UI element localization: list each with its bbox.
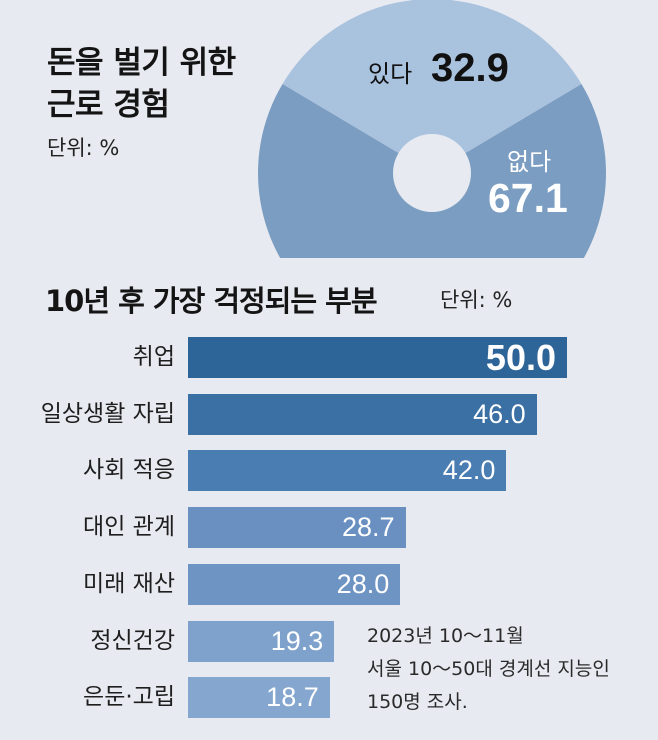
bar: 50.0 [188, 337, 567, 378]
bar-row: 일상생활 자립 46.0 [0, 393, 658, 435]
pie-label-yes: 있다 [368, 60, 413, 88]
bar-value-label: 19.3 [270, 625, 324, 656]
donut-hole [393, 134, 471, 212]
bar: 18.7 [188, 677, 330, 719]
bar-value-label: 28.0 [336, 568, 390, 599]
bar-chart-title: 10년 후 가장 걱정되는 부분 [45, 284, 378, 318]
bar-category-label: 정신건강 [90, 627, 175, 654]
note-line: 2023년 10～11월 [367, 625, 524, 647]
bar-category-label: 일상생활 자립 [40, 400, 175, 427]
bar-category-label: 미래 재산 [83, 570, 175, 597]
pie-value-no: 67.1 [488, 175, 568, 221]
bar-category-label: 은둔·고립 [83, 684, 175, 711]
pie-chart [258, 0, 606, 258]
pie-label-no: 없다 [507, 148, 552, 176]
bar: 42.0 [188, 450, 507, 492]
bar: 46.0 [188, 393, 537, 435]
bar-value-label: 28.7 [341, 512, 395, 543]
bar-category-label: 대인 관계 [83, 514, 175, 541]
pie-title-line: 돈을 벌기 위한 [47, 45, 236, 81]
bar-unit-label: 단위: % [440, 288, 513, 312]
pie-slice-no [258, 83, 606, 258]
bar: 19.3 [188, 620, 335, 662]
bar-row: 사회 적응 42.0 [0, 450, 658, 492]
pie-value-yes: 32.9 [431, 46, 509, 90]
bar-row: 대인 관계 28.7 [0, 507, 658, 549]
bar: 28.7 [188, 507, 406, 549]
note-line: 150명 조사. [367, 691, 468, 713]
pie-title-line: 근로 경험 [47, 87, 170, 123]
source-note: 2023년 10～11월 서울 10～50대 경계선 지능인 150명 조사. [367, 620, 610, 719]
pie-chart-title: 돈을 벌기 위한 근로 경험 [47, 42, 236, 126]
bar-value-label: 50.0 [485, 337, 556, 378]
bar-value-label: 42.0 [442, 455, 496, 486]
bar-row: 취업 50.0 [0, 337, 658, 378]
bar-category-label: 취업 [132, 344, 175, 370]
pie-unit-label: 단위: % [47, 136, 120, 160]
pie-slice-yes [282, 0, 582, 173]
bar-row: 정신건강 19.3 [0, 620, 658, 662]
bar-row: 미래 재산 28.0 [0, 563, 658, 605]
note-line: 서울 10～50대 경계선 지능인 [367, 658, 610, 680]
bar-value-label: 46.0 [473, 398, 526, 429]
bar: 28.0 [188, 563, 401, 605]
bar-value-label: 18.7 [266, 682, 319, 713]
bar-category-label: 사회 적응 [83, 457, 175, 484]
bar-row: 은둔·고립 18.7 [0, 677, 658, 719]
